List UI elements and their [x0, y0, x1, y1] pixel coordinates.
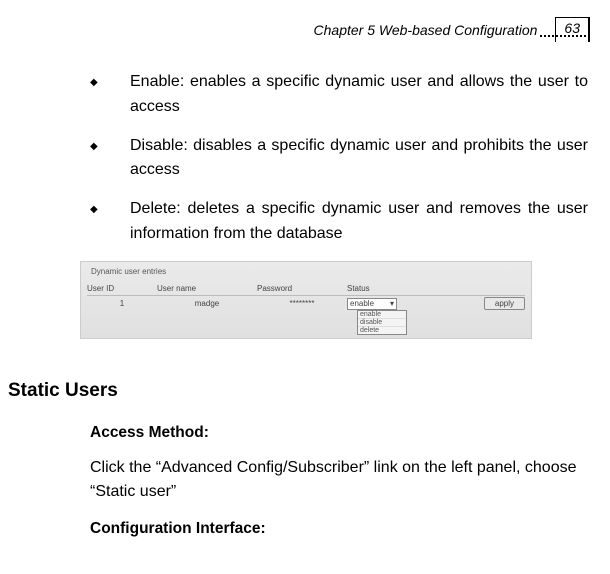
- table-row: 1 madge ******** enable▾ apply: [87, 298, 525, 310]
- fieldset-label: Dynamic user entries: [91, 267, 166, 276]
- cell-password: ********: [257, 299, 347, 308]
- status-option[interactable]: enable: [358, 311, 406, 319]
- status-option[interactable]: delete: [358, 327, 406, 334]
- status-select[interactable]: enable▾: [347, 298, 397, 310]
- cell-user-name: madge: [157, 299, 257, 308]
- header-dotted-underline: [540, 35, 590, 37]
- diamond-bullet-icon: ◆: [90, 197, 130, 247]
- table-header-row: User ID User name Password Status: [87, 284, 525, 296]
- bullet-text: Disable: disables a specific dynamic use…: [130, 134, 588, 184]
- status-option[interactable]: disable: [358, 319, 406, 327]
- configuration-interface-heading: Configuration Interface:: [90, 520, 584, 538]
- bullet-item: ◆ Enable: enables a specific dynamic use…: [90, 70, 588, 120]
- page-header: Chapter 5 Web-based Configuration 63: [314, 17, 590, 42]
- section-heading-static-users: Static Users: [8, 380, 118, 402]
- bullet-text: Delete: deletes a specific dynamic user …: [130, 197, 588, 247]
- lower-content: Access Method: Click the “Advanced Confi…: [90, 420, 584, 552]
- diamond-bullet-icon: ◆: [90, 70, 130, 120]
- col-user-id: User ID: [87, 284, 157, 293]
- apply-button[interactable]: apply: [484, 297, 525, 310]
- bullet-text: Enable: enables a specific dynamic user …: [130, 70, 588, 120]
- page-number: 63: [555, 17, 590, 42]
- status-dropdown-list[interactable]: enable disable delete: [357, 310, 407, 335]
- access-method-text: Click the “Advanced Config/Subscriber” l…: [90, 456, 584, 504]
- chevron-down-icon: ▾: [390, 299, 394, 308]
- col-status: Status: [347, 284, 417, 293]
- chapter-title: Chapter 5 Web-based Configuration: [314, 22, 538, 38]
- cell-action: apply: [417, 299, 525, 308]
- access-method-heading: Access Method:: [90, 424, 584, 442]
- body-content: ◆ Enable: enables a specific dynamic use…: [90, 70, 588, 339]
- bullet-item: ◆ Delete: deletes a specific dynamic use…: [90, 197, 588, 247]
- col-password: Password: [257, 284, 347, 293]
- cell-user-id: 1: [87, 299, 157, 308]
- dynamic-user-settings-screenshot: Dynamic user entries User ID User name P…: [80, 261, 532, 339]
- diamond-bullet-icon: ◆: [90, 134, 130, 184]
- col-user-name: User name: [157, 284, 257, 293]
- cell-status: enable▾: [347, 298, 417, 310]
- bullet-item: ◆ Disable: disables a specific dynamic u…: [90, 134, 588, 184]
